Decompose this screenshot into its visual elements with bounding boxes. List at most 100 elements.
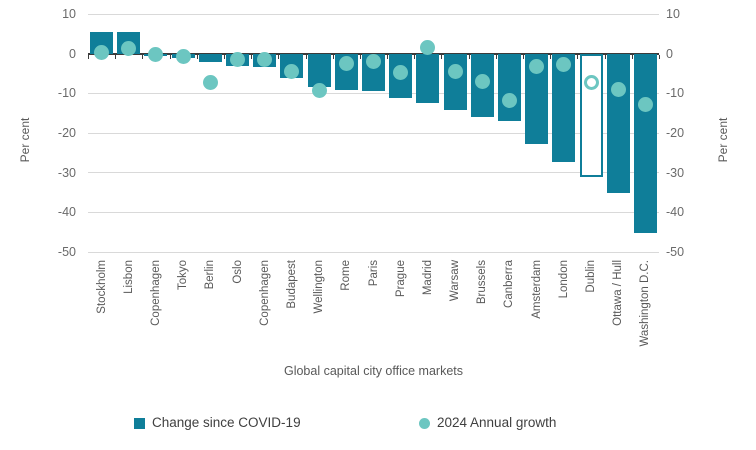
- x-category-label: Copenhagen: [149, 260, 162, 326]
- bar: [606, 53, 630, 193]
- gridline: [88, 92, 659, 94]
- axis-tick: [223, 54, 225, 59]
- x-category-label: Prague: [394, 260, 407, 298]
- axis-tick: [468, 54, 470, 59]
- y-tick-label-right: -10: [666, 86, 685, 101]
- dot: [338, 55, 354, 71]
- axis-tick: [251, 54, 253, 59]
- y-axis-title-right: Per cent: [716, 117, 730, 163]
- x-category-label: Madrid: [421, 260, 434, 296]
- y-tick-label-left: -30: [57, 165, 76, 180]
- dot: [257, 51, 273, 67]
- y-tick-label-right: 0: [666, 46, 673, 61]
- axis-tick: [387, 54, 389, 59]
- dot: [447, 64, 463, 80]
- x-category-label: Warsaw: [449, 260, 462, 302]
- axis-tick: [523, 54, 525, 59]
- x-category-label: Washington D.C.: [639, 260, 652, 347]
- x-category-label: Brussels: [476, 260, 489, 305]
- y-tick-label-left: -40: [57, 205, 76, 220]
- gridline: [88, 251, 659, 253]
- x-category-label: Stockholm: [95, 260, 108, 314]
- axis-tick: [414, 54, 416, 59]
- bar: [198, 53, 222, 63]
- axis-tick: [631, 54, 633, 59]
- bar: [443, 53, 467, 110]
- dot: [148, 46, 164, 62]
- dot: [637, 97, 653, 113]
- y-tick-label-left: 10: [62, 7, 76, 21]
- y-tick-label-left: -50: [57, 245, 76, 259]
- bar: [416, 53, 440, 103]
- axis-tick: [604, 54, 606, 59]
- axis-tick: [332, 54, 334, 59]
- x-category-label: Budapest: [285, 260, 298, 309]
- legend-bar-label: Change since COVID-19: [152, 415, 301, 430]
- dot: [366, 54, 381, 70]
- dot: [284, 64, 300, 80]
- axis-tick: [142, 54, 144, 59]
- gridline: [88, 13, 659, 15]
- legend-bar-swatch-icon: [134, 417, 145, 429]
- dot: [529, 59, 545, 75]
- gridline: [88, 132, 659, 134]
- x-category-label: Oslo: [231, 260, 244, 284]
- y-tick-label-right: -50: [666, 245, 685, 259]
- dot: [556, 57, 572, 73]
- y-tick-label-right: -30: [666, 165, 685, 180]
- y-tick-label-right: 10: [666, 7, 680, 21]
- axis-tick: [305, 54, 307, 59]
- axis-tick: [441, 54, 443, 59]
- axis-tick: [196, 54, 198, 59]
- legend-dot-label: 2024 Annual growth: [437, 415, 557, 430]
- x-category-label: Wellington: [313, 260, 326, 314]
- gridline: [88, 172, 659, 174]
- axis-tick: [278, 54, 280, 59]
- dot: [420, 40, 436, 56]
- dot: [202, 75, 218, 91]
- x-category-label: Copenhagen: [258, 260, 271, 326]
- dot: [94, 45, 110, 61]
- x-category-label: Lisbon: [122, 260, 135, 294]
- dot: [175, 48, 191, 64]
- x-category-label: Dublin: [585, 260, 598, 293]
- dot: [501, 92, 517, 108]
- x-category-label: Rome: [340, 260, 353, 291]
- dot: [393, 65, 409, 81]
- bar-highlighted: [579, 53, 603, 177]
- bar: [497, 53, 521, 122]
- axis-tick: [359, 54, 361, 59]
- legend-dot-swatch-icon: [419, 417, 430, 429]
- y-tick-label-left: -10: [57, 86, 76, 101]
- dot: [474, 74, 490, 90]
- x-category-label: Amsterdam: [530, 260, 543, 319]
- x-category-label: Tokyo: [177, 260, 190, 291]
- y-tick-label-right: -40: [666, 205, 685, 220]
- axis-tick: [169, 54, 171, 59]
- axis-tick: [88, 54, 89, 59]
- x-category-label: Berlin: [204, 260, 217, 290]
- axis-tick: [550, 54, 552, 59]
- legend-item-dots: 2024 Annual growth: [419, 415, 556, 431]
- axis-tick: [115, 54, 117, 59]
- y-axis-title-left: Per cent: [18, 117, 32, 163]
- bar: [307, 53, 331, 87]
- dot: [121, 40, 137, 56]
- dot: [311, 83, 327, 99]
- x-category-label: Canberra: [503, 260, 516, 308]
- x-axis-title: Global capital city office markets: [283, 364, 463, 378]
- legend-item-bars: Change since COVID-19: [134, 415, 301, 431]
- dot: [610, 82, 626, 98]
- dot: [230, 52, 246, 68]
- y-tick-label-right: -20: [666, 126, 685, 140]
- dot-highlighted: [583, 74, 599, 90]
- axis-tick: [495, 54, 497, 59]
- bar: [552, 53, 576, 162]
- axis-tick: [577, 54, 579, 59]
- bar: [633, 53, 657, 233]
- bar: [525, 53, 549, 144]
- x-category-label: Paris: [367, 260, 380, 287]
- axis-tick: [659, 54, 660, 59]
